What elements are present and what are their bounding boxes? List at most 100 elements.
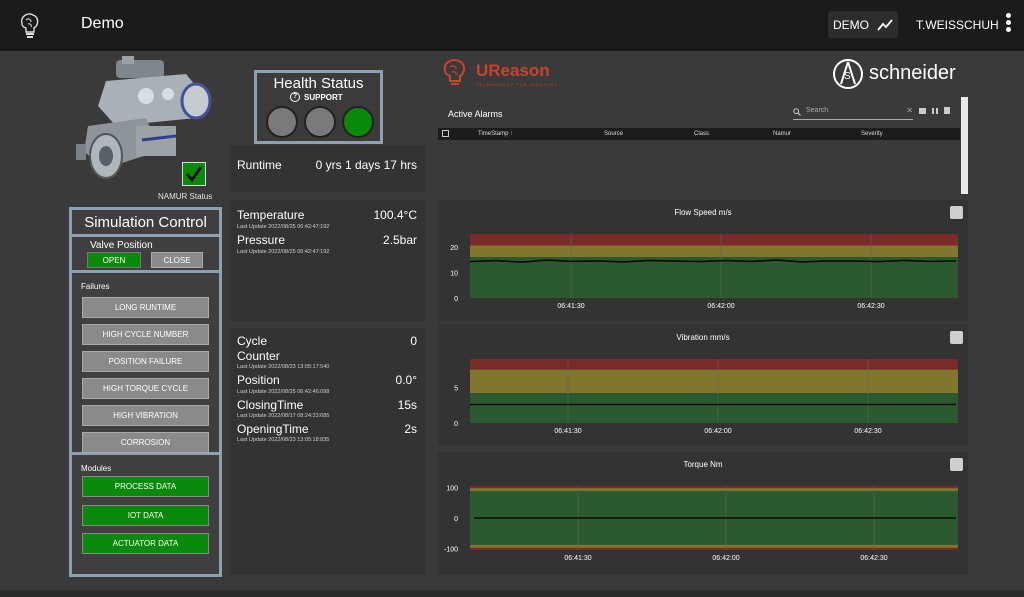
threshold-zone-4	[470, 547, 958, 550]
col-timestamp[interactable]: TimeStamp ↑	[478, 131, 514, 137]
long-runtime-button[interactable]: LONG RUNTIME	[82, 297, 209, 318]
demo-mode-button[interactable]: DEMO	[828, 11, 898, 38]
y-tick-label: 20	[450, 245, 458, 252]
open-valve-button[interactable]: OPEN	[87, 252, 141, 268]
select-all-checkbox[interactable]	[442, 130, 449, 137]
demo-mode-label: DEMO	[833, 17, 869, 32]
vibration-title: Vibration mm/s	[676, 333, 730, 342]
y-tick-label: 0	[454, 296, 458, 303]
vibration-chart: Vibration mm/s 06:41:30 06:42:00 06:42:30 0…	[438, 325, 968, 446]
health-lamp-2	[304, 106, 336, 138]
opening-time-update: Last Update 2022/08/23 13:05:18:835	[237, 437, 330, 443]
vibration-minimize-button[interactable]	[950, 331, 963, 344]
close-valve-button[interactable]: CLOSE	[151, 252, 203, 268]
y-tick-label: 5	[454, 385, 458, 392]
high-cycle-number-button[interactable]: HIGH CYCLE NUMBER	[82, 324, 209, 345]
clear-search-icon[interactable]: ✕	[906, 106, 913, 115]
col-namur[interactable]: Namur	[773, 131, 792, 137]
closing-time-update: Last Update 2022/08/17 08:24:33:685	[237, 413, 330, 419]
more-menu-icon[interactable]	[1004, 13, 1012, 37]
schneider-name: schneider	[869, 62, 956, 84]
runtime-card: Runtime 0 yrs 1 days 17 hrs	[230, 145, 425, 192]
threshold-zone-1	[470, 369, 958, 394]
failures-section: Failures LONG RUNTIME HIGH CYCLE NUMBER …	[72, 273, 219, 455]
user-name[interactable]: T.WEISSCHUH	[916, 18, 999, 32]
column-view-icon[interactable]	[919, 108, 926, 114]
position-value: 0.0°	[395, 373, 417, 387]
threshold-zone-1	[470, 488, 958, 492]
torque-minimize-button[interactable]	[950, 458, 963, 471]
vibration-plot: 06:41:30 06:42:00 06:42:30 0 5	[454, 359, 958, 435]
namur-status-check-icon	[182, 162, 206, 186]
x-tick-label: 06:41:30	[564, 555, 591, 562]
simulation-control-title: Simulation Control	[72, 210, 219, 237]
valve-position-section: Valve Position OPEN CLOSE	[72, 237, 219, 273]
simulation-control-panel: Simulation Control Valve Position OPEN C…	[69, 207, 222, 577]
runtime-value: 0 yrs 1 days 17 hrs	[315, 158, 417, 172]
position-update: Last Update 2022/08/25 06:42:46:098	[237, 389, 330, 395]
y-tick-label: -100	[444, 546, 458, 553]
position-failure-button[interactable]: POSITION FAILURE	[82, 351, 209, 372]
page-title: Demo	[81, 15, 124, 32]
position-label: Position	[237, 373, 280, 387]
x-tick-label: 06:41:30	[557, 303, 584, 310]
modules-label: Modules	[81, 464, 112, 473]
corrosion-button[interactable]: CORROSION	[82, 432, 209, 453]
delete-icon[interactable]	[944, 107, 950, 114]
search-icon	[793, 108, 801, 116]
footer-strip	[0, 590, 1024, 597]
svg-text:S: S	[844, 71, 851, 82]
iot-data-button[interactable]: IOT DATA	[82, 505, 209, 526]
pressure-label: Pressure	[237, 233, 286, 247]
threshold-zone-1	[470, 245, 958, 258]
ureason-name: Reason	[488, 61, 550, 80]
col-severity[interactable]: Severity	[861, 131, 883, 137]
x-tick-label: 06:41:30	[554, 428, 581, 435]
torque-plot: 06:41:30 06:42:00 06:42:30 100 0 -100	[444, 486, 958, 562]
x-tick-label: 06:42:30	[854, 428, 881, 435]
process-card: Temperature 100.4°C Last Update 2022/08/…	[230, 200, 425, 321]
process-data-button[interactable]: PROCESS DATA	[82, 476, 209, 497]
temperature-update: Last Update 2022/08/25 06:42:47:192	[237, 224, 330, 230]
pressure-value: 2.5bar	[382, 233, 417, 247]
temperature-value: 100.4°C	[373, 208, 418, 222]
high-vibration-button[interactable]: HIGH VIBRATION	[82, 405, 209, 426]
support-label: SUPPORT	[304, 92, 343, 102]
pause-icon[interactable]	[932, 108, 938, 114]
col-class[interactable]: Class	[694, 131, 710, 137]
cycle-label: Cycle	[237, 334, 268, 348]
y-tick-label: 0	[454, 421, 458, 428]
x-tick-label: 06:42:00	[707, 303, 734, 310]
y-tick-label: 0	[454, 516, 458, 523]
ureason-tagline: TECHNOLOGY FOR INDUSTRY	[476, 82, 558, 87]
schneider-logo: S schneider	[832, 58, 962, 92]
valve-actuator-image	[76, 56, 212, 179]
brain-logo-icon[interactable]	[14, 10, 44, 40]
flow-speed-minimize-button[interactable]	[950, 206, 963, 219]
active-alarms-panel: Active Alarms Search ✕ TimeStamp ↑ Sourc…	[438, 97, 968, 195]
alarm-search-placeholder: Search	[806, 107, 829, 114]
counter-update: Last Update 2022/08/23 13:05:17:540	[237, 364, 330, 370]
alarm-scrollbar[interactable]	[961, 97, 968, 194]
schneider-emblem-icon: S	[833, 59, 863, 89]
support-indicator: ? SUPPORT	[290, 92, 343, 102]
actuator-data-button[interactable]: ACTUATOR DATA	[82, 533, 209, 554]
col-source[interactable]: Source	[604, 131, 624, 137]
failures-label: Failures	[81, 282, 110, 291]
health-lamp-1	[266, 106, 298, 138]
threshold-zone-2	[470, 393, 958, 423]
ureason-brain-icon	[443, 59, 465, 85]
health-status-panel: Health Status ? SUPPORT	[254, 70, 383, 144]
flow-speed-plot: 06:41:30 06:42:00 06:42:30 0 10 20	[450, 234, 958, 310]
torque-title: Torque Nm	[683, 460, 723, 469]
x-tick-label: 06:42:00	[704, 428, 731, 435]
active-alarms-title: Active Alarms	[448, 109, 503, 119]
high-torque-cycle-button[interactable]: HIGH TORQUE CYCLE	[82, 378, 209, 399]
counter-label: Counter	[237, 349, 280, 363]
x-tick-label: 06:42:00	[712, 555, 739, 562]
pressure-update: Last Update 2022/08/25 06:42:47:192	[237, 249, 330, 255]
x-tick-label: 06:42:30	[857, 303, 884, 310]
flow-speed-chart: Flow Speed m/s 06:41:30 06:42:00 06:42:30 0…	[438, 200, 968, 321]
threshold-zone-2	[470, 257, 958, 298]
alarm-search-input[interactable]: Search ✕	[793, 106, 913, 120]
